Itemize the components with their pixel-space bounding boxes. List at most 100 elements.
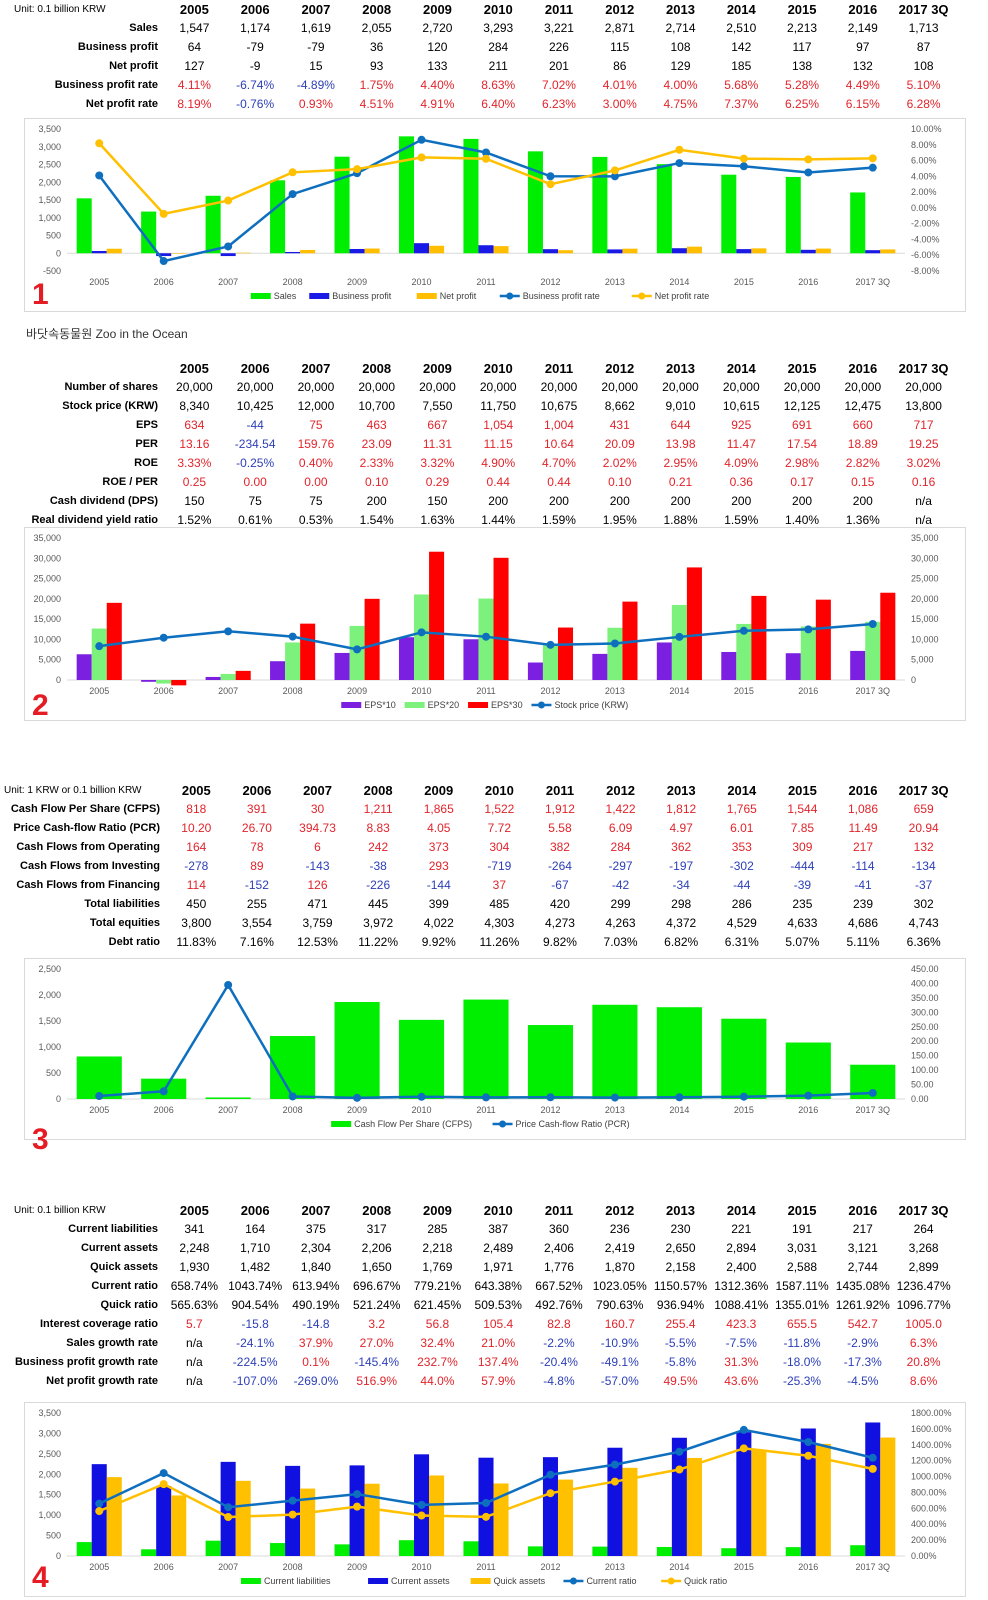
bar (106, 1477, 122, 1556)
table-cell: -302 (729, 859, 754, 873)
bar (656, 1546, 672, 1556)
row-label: EPS (135, 419, 158, 431)
y2-tick-label: 1800.00% (911, 1408, 952, 1418)
bar (398, 1540, 415, 1556)
table-cell: 4,022 (423, 916, 454, 930)
bar (542, 1457, 558, 1556)
bar (656, 642, 672, 680)
y2-tick-label: 200.00% (911, 1535, 947, 1545)
table-cell: 164 (245, 1222, 266, 1236)
x-tick-label: 2016 (798, 686, 818, 696)
table-cell: 284 (610, 840, 631, 854)
x-tick-label: 2009 (347, 1105, 367, 1115)
table-cell: 6.28% (906, 97, 941, 111)
table-cell: 129 (670, 59, 691, 73)
table-cell: 2,304 (300, 1241, 331, 1255)
year-header: 2011 (544, 361, 574, 376)
y-tick-label: 2,500 (38, 1449, 61, 1459)
table-cell: 3,800 (181, 916, 212, 930)
bar (171, 680, 187, 686)
y-tick-label: 2,500 (38, 964, 61, 974)
table-cell: 226 (548, 40, 569, 54)
x-tick-label: 2017 3Q (856, 1562, 891, 1572)
table-cell: 445 (368, 897, 389, 911)
chart-4-badge: 4 (32, 1561, 49, 1594)
bar (398, 637, 415, 680)
bar (686, 1457, 702, 1556)
table-cell: 200 (609, 494, 630, 508)
legend-label: Sales (274, 291, 297, 301)
bar (527, 1025, 574, 1099)
bar (527, 662, 543, 680)
table-cell: 23.09 (361, 437, 392, 451)
table-row: Cash dividend (DPS) 150 75 75 200 150 200 200 20… (14, 492, 954, 511)
table-cell: 6.82% (664, 935, 699, 949)
table-cell: 11.49 (848, 821, 878, 835)
table-cell: 97 (856, 40, 870, 54)
table-cell: 1023.05% (592, 1279, 647, 1293)
line-point (224, 1513, 233, 1522)
row-label: Price Cash-flow Ratio (PCR) (13, 822, 160, 834)
table-cell: 142 (731, 40, 752, 54)
y2-tick-label: 0 (911, 675, 916, 685)
legend-label: Net profit rate (655, 291, 710, 301)
x-tick-label: 2012 (540, 1105, 560, 1115)
year-header: 2008 (362, 1203, 392, 1218)
table-cell: 3,554 (241, 916, 272, 930)
bar (800, 626, 816, 680)
y2-tick-label: 1000.00% (911, 1472, 952, 1482)
table-cell: 1088.41% (714, 1298, 769, 1312)
y-tick-label: 500 (46, 1531, 61, 1541)
line-point (675, 632, 684, 641)
table-cell: 12.53% (297, 935, 338, 949)
year-header: 2005 (179, 361, 209, 376)
y2-tick-label: 600.00% (911, 1503, 947, 1513)
legend-swatch-dot (506, 292, 514, 300)
table-cell: 6.23% (541, 97, 576, 111)
line-point (224, 1503, 233, 1512)
table-cell: 362 (671, 840, 692, 854)
y2-tick-label: 6.00% (911, 156, 937, 166)
x-tick-label: 2012 (540, 686, 560, 696)
table-row: Current ratio 658.74% 1043.74% 613.94% 696.6… (14, 1277, 954, 1296)
bar (656, 1007, 702, 1099)
table-cell: 1.52% (177, 513, 212, 527)
bar (414, 243, 430, 254)
table-cell: 159.76 (297, 437, 335, 451)
bar (429, 245, 445, 254)
bar (542, 645, 558, 680)
table-cell: 492.76% (535, 1298, 583, 1312)
table-cell: 132 (852, 59, 873, 73)
x-tick-label: 2010 (412, 1105, 432, 1115)
table-cell: 3,031 (787, 1241, 818, 1255)
y2-tick-label: 15,000 (911, 614, 939, 624)
table-cell: 375 (305, 1222, 326, 1236)
table-cell: 13.98 (665, 437, 696, 451)
bar (141, 680, 157, 682)
table-cell: 0.00 (243, 475, 267, 489)
x-tick-label: 2013 (605, 1562, 625, 1572)
year-header: 2009 (422, 2, 452, 17)
table-cell: 1,912 (544, 802, 575, 816)
table-cell: 12,125 (783, 399, 821, 413)
line-point (288, 168, 297, 177)
bar (285, 251, 301, 254)
table-cell: 4.97 (669, 821, 693, 835)
bar (815, 599, 831, 680)
table-row: Interest coverage ratio 5.7 -15.8 -14.8 3.2 5… (14, 1315, 954, 1334)
table-cell: -49.1% (600, 1355, 639, 1369)
row-label: Business profit rate (54, 79, 158, 91)
table-cell: 200 (792, 494, 813, 508)
line-point (868, 1464, 877, 1473)
table-cell: 1,522 (484, 802, 515, 816)
y2-tick-label: 0.00% (911, 1551, 937, 1561)
line-point (417, 1511, 426, 1520)
table-cell: 0.61% (238, 513, 273, 527)
table-cell: -145.4% (354, 1355, 400, 1369)
line-point (804, 1437, 813, 1446)
bar (398, 136, 415, 254)
y-tick-label: 1,000 (38, 1042, 61, 1052)
table-cell: 20,000 (662, 380, 699, 394)
table-cell: 1,776 (543, 1260, 574, 1274)
x-tick-label: 2014 (669, 1105, 689, 1115)
